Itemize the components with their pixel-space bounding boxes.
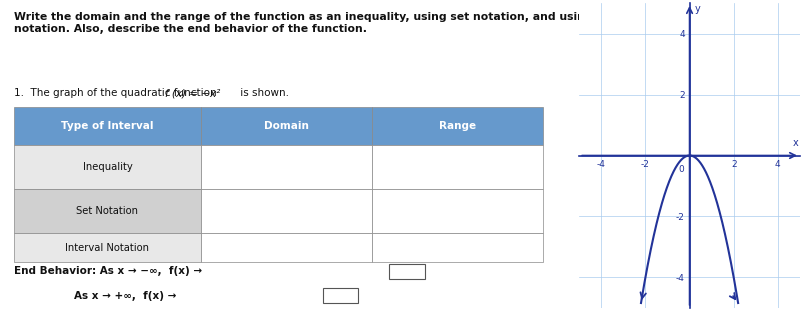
Text: y: y: [695, 4, 701, 14]
Text: Inequality: Inequality: [82, 162, 133, 172]
Text: As x → +∞,  f(x) →: As x → +∞, f(x) →: [74, 291, 177, 301]
FancyBboxPatch shape: [201, 233, 372, 262]
Text: Type of Interval: Type of Interval: [61, 121, 154, 131]
Text: 0: 0: [678, 165, 684, 174]
Text: Set Notation: Set Notation: [77, 206, 138, 216]
FancyBboxPatch shape: [372, 189, 543, 233]
FancyBboxPatch shape: [201, 189, 372, 233]
Text: x: x: [793, 138, 798, 148]
FancyBboxPatch shape: [14, 233, 201, 262]
FancyBboxPatch shape: [14, 107, 201, 145]
Text: Range: Range: [440, 121, 477, 131]
FancyBboxPatch shape: [14, 145, 201, 189]
Text: 1.  The graph of the quadratic function: 1. The graph of the quadratic function: [14, 88, 220, 99]
Text: Interval Notation: Interval Notation: [65, 243, 149, 253]
Bar: [389, 264, 425, 279]
Bar: [322, 288, 359, 303]
FancyBboxPatch shape: [372, 107, 543, 145]
FancyBboxPatch shape: [201, 107, 372, 145]
Text: Write the domain and the range of the function as an inequality, using set notat: Write the domain and the range of the fu…: [14, 12, 643, 34]
Text: Domain: Domain: [264, 121, 309, 131]
Text: f (x) = −x²: f (x) = −x²: [166, 88, 221, 99]
Text: End Behavior: As x → −∞,  f(x) →: End Behavior: As x → −∞, f(x) →: [14, 266, 202, 276]
FancyBboxPatch shape: [14, 189, 201, 233]
FancyBboxPatch shape: [372, 145, 543, 189]
FancyBboxPatch shape: [201, 145, 372, 189]
Text: is shown.: is shown.: [237, 88, 289, 99]
FancyBboxPatch shape: [372, 233, 543, 262]
